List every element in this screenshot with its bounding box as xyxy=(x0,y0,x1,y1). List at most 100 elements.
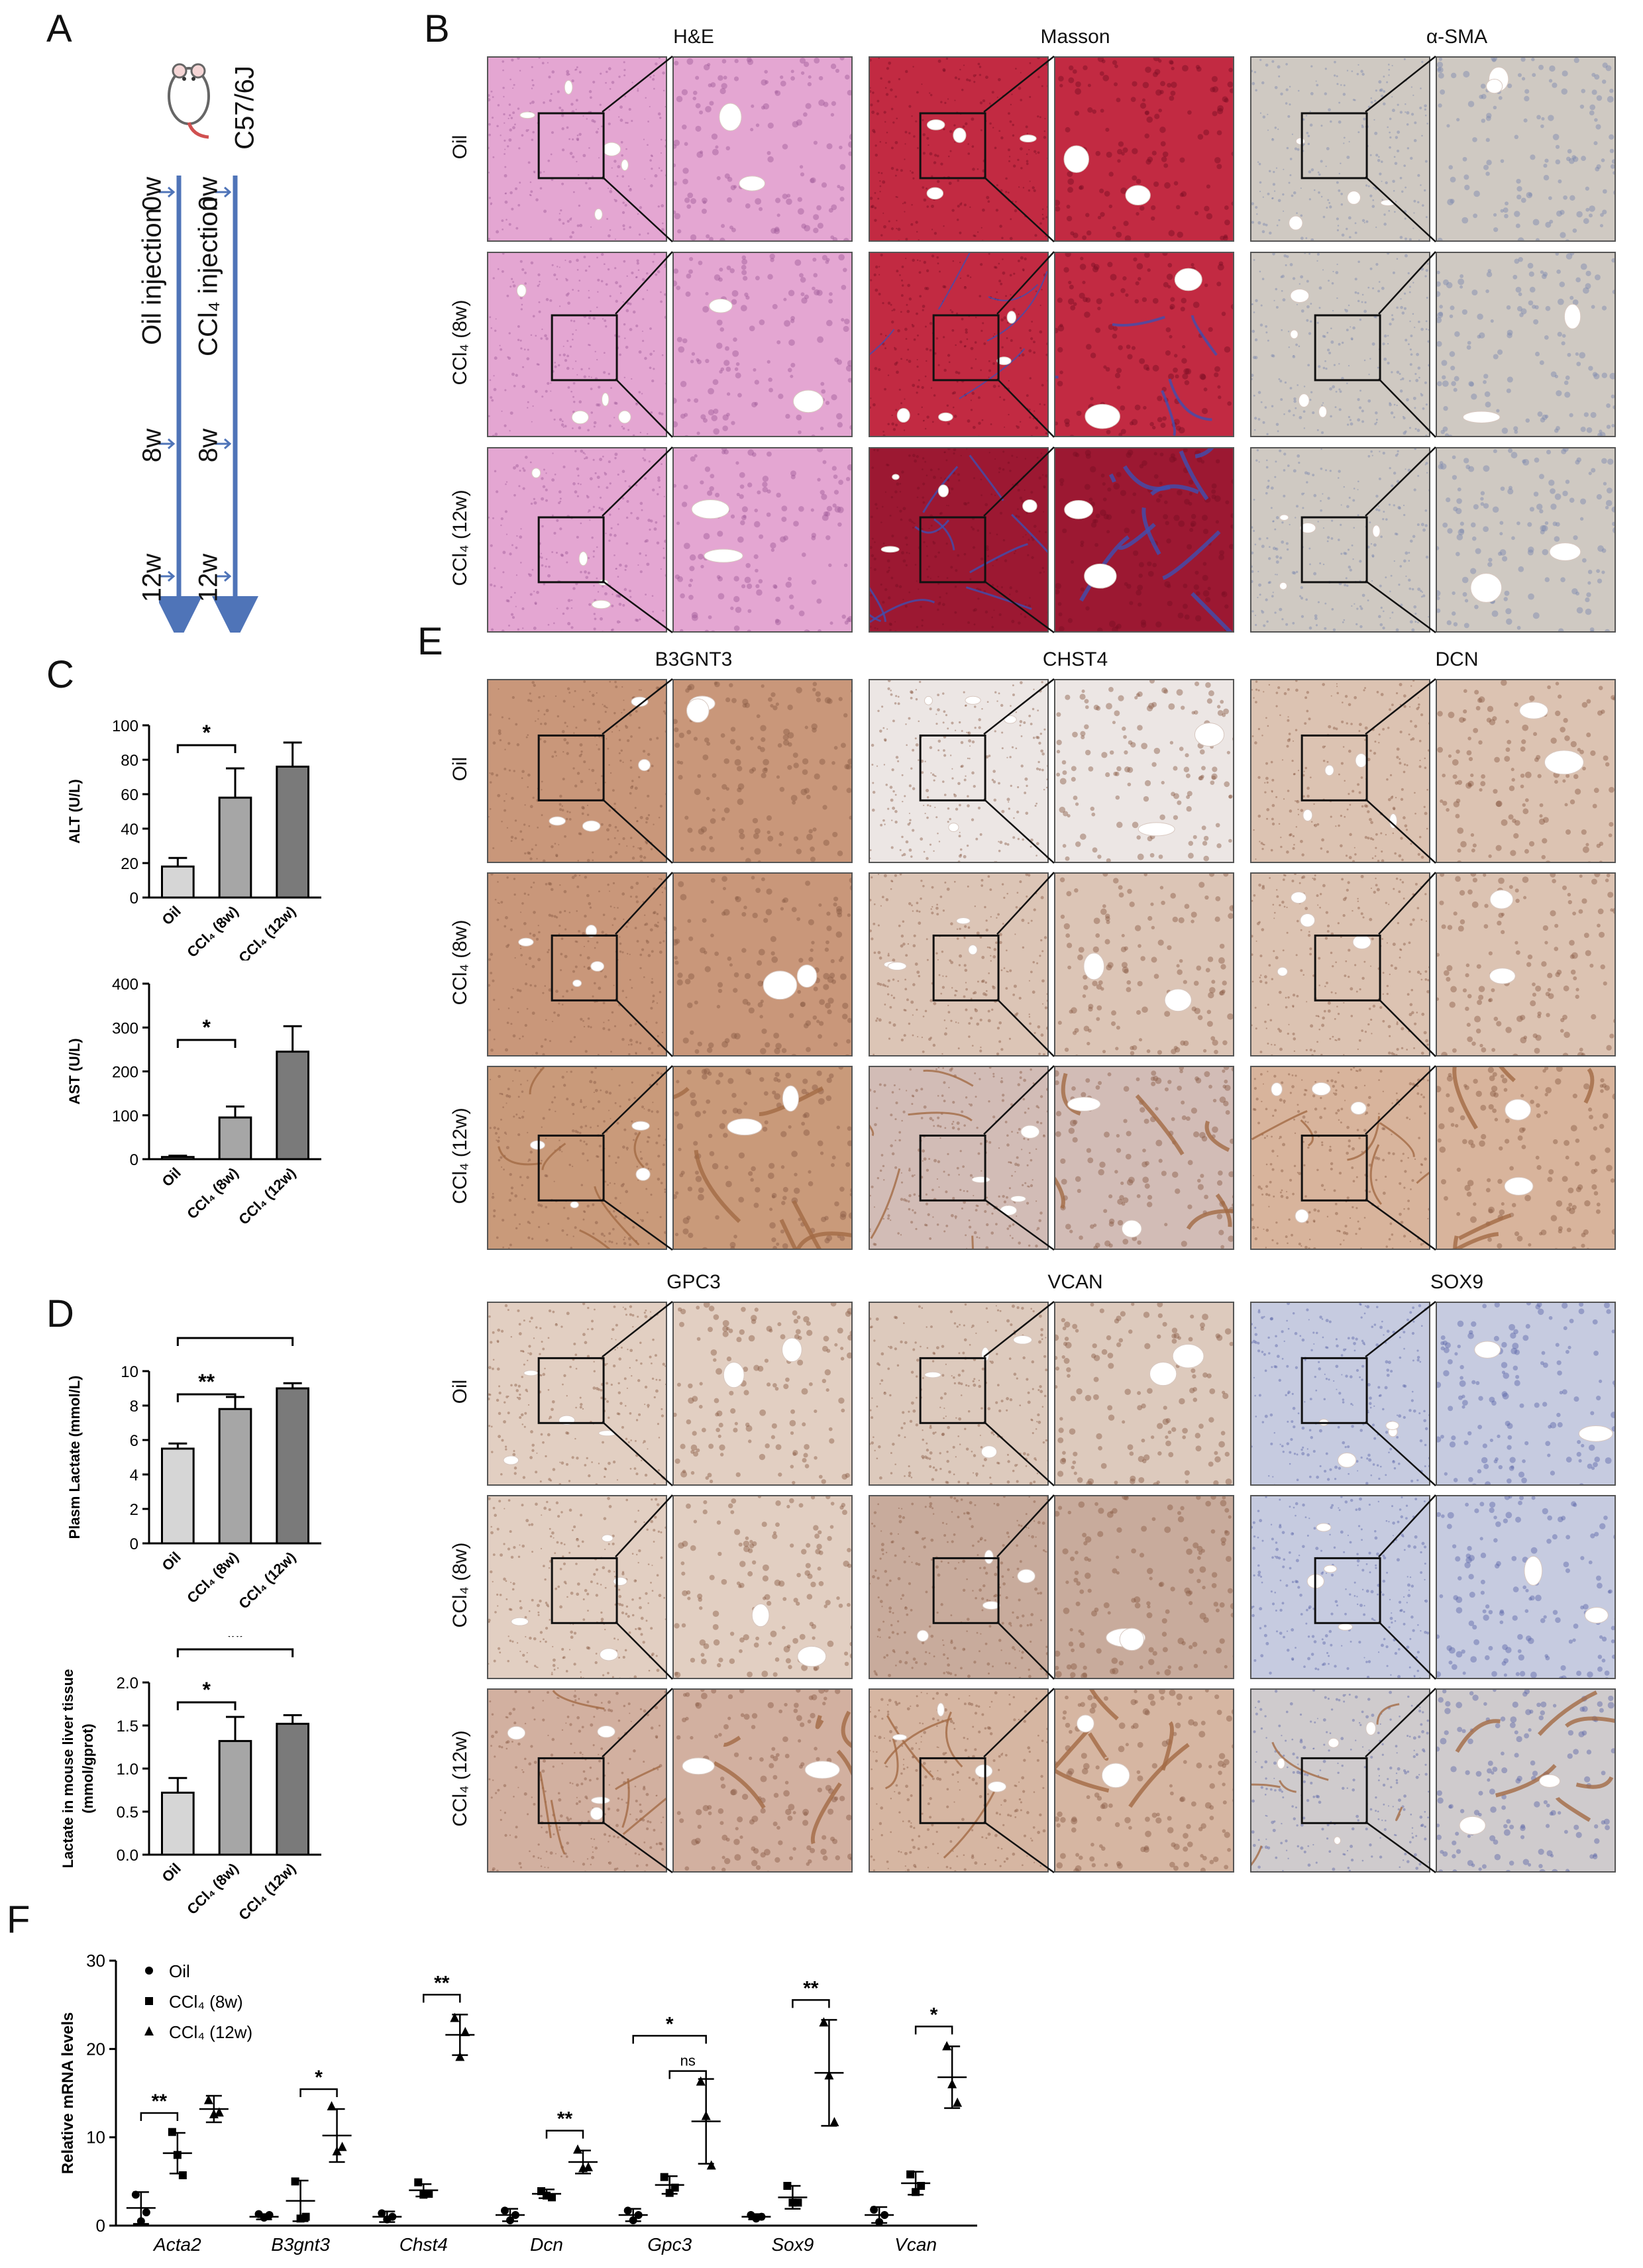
overview-tile xyxy=(1250,1688,1430,1873)
significance-bracket xyxy=(176,1039,237,1048)
y-tick-label: 0 xyxy=(130,890,138,907)
zoom-tile xyxy=(1436,447,1616,633)
bar xyxy=(161,1156,195,1160)
tissue-image xyxy=(1251,1067,1429,1249)
x-tick-label: CCl₄ (12w) xyxy=(235,1549,299,1610)
overview-tile xyxy=(869,679,1049,863)
zoom-connector xyxy=(602,1688,673,1874)
y-tick-label: 1.0 xyxy=(117,1761,138,1778)
zoom-box xyxy=(551,1557,618,1624)
marker-circle xyxy=(511,2211,519,2219)
marker-triangle xyxy=(829,2117,839,2126)
legend-label: CCl₄ (12w) xyxy=(169,2022,252,2042)
zoom-connector xyxy=(1365,1301,1436,1486)
significance-label: *** xyxy=(223,1331,248,1337)
zoom-box xyxy=(1300,1757,1368,1824)
zoom-tile xyxy=(1054,447,1234,633)
x-tick-label: Oil xyxy=(158,1549,184,1574)
overview-tile xyxy=(487,1302,667,1486)
x-tick-label: Oil xyxy=(158,1164,184,1190)
overview-tile xyxy=(869,1688,1049,1873)
timeline-arrows xyxy=(159,176,258,633)
zoom-connector xyxy=(615,1494,673,1680)
panel-label-c: C xyxy=(46,653,74,696)
panel-label-f: F xyxy=(7,1898,30,1941)
marker-circle xyxy=(501,2206,509,2215)
marker-circle xyxy=(142,2208,150,2216)
tissue-image xyxy=(674,874,851,1055)
overview-tile xyxy=(1250,1302,1430,1486)
significance-bracket xyxy=(545,2130,584,2139)
significance-label: ns xyxy=(680,2053,696,2069)
zoom-tile xyxy=(672,872,853,1057)
zoom-box xyxy=(919,112,986,180)
zoom-connector xyxy=(1365,678,1436,864)
tissue-image xyxy=(488,253,666,436)
y-tick-label: 0.5 xyxy=(117,1804,138,1822)
marker-triangle xyxy=(332,2146,342,2155)
overview-tile xyxy=(1250,679,1430,863)
zoom-box xyxy=(919,1757,986,1824)
marker-square xyxy=(906,2170,915,2179)
y-tick-label: 10 xyxy=(121,1363,138,1381)
tissue-image xyxy=(1055,1496,1233,1678)
tissue-image xyxy=(1251,680,1429,862)
marker-triangle xyxy=(947,2079,957,2088)
y-tick-label: 200 xyxy=(112,1064,138,1082)
tissue-image xyxy=(870,448,1047,631)
y-tick-label: 10 xyxy=(86,2128,105,2147)
zoom-tile xyxy=(1054,872,1234,1057)
y-tick-label: 0 xyxy=(96,2216,105,2236)
tissue-image xyxy=(488,680,666,862)
tissue-image xyxy=(488,874,666,1055)
marker-square xyxy=(794,2198,802,2207)
zoom-tile xyxy=(672,56,853,242)
marker-triangle xyxy=(455,2051,465,2061)
zoom-tile xyxy=(1436,1495,1616,1679)
mouse-strain-label: C57/6J xyxy=(230,66,260,150)
row-label-1: CCl₄ (8w) xyxy=(449,299,471,386)
y-tick-label: 300 xyxy=(112,1019,138,1037)
zoom-box xyxy=(537,516,605,584)
zoom-tile xyxy=(1054,679,1234,863)
y-tick-label: 0.0 xyxy=(117,1847,138,1865)
marker-circle xyxy=(623,2206,632,2215)
tissue-image xyxy=(870,1067,1047,1249)
marker-circle xyxy=(880,2211,889,2219)
row-label-1: CCl₄ (8w) xyxy=(449,1542,471,1628)
y-tick-label: 40 xyxy=(121,821,138,839)
tissue-image xyxy=(1251,874,1429,1055)
x-tick-label: CCl₄ (8w) xyxy=(184,1549,241,1606)
tissue-image xyxy=(1437,874,1615,1055)
tissue-image xyxy=(1437,1303,1615,1484)
tissue-image xyxy=(488,58,666,240)
y-axis-label: ALT (U/L) xyxy=(66,779,83,843)
marker-triangle xyxy=(824,2070,834,2080)
zoom-box xyxy=(932,1557,1000,1624)
tissue-image xyxy=(870,874,1047,1055)
marker-triangle xyxy=(327,2101,337,2110)
marker-square xyxy=(168,2128,176,2136)
bar xyxy=(218,1408,252,1545)
zoom-tile xyxy=(672,1302,853,1486)
zoom-box xyxy=(919,516,986,584)
timeline-right-label: CCl₄ injection xyxy=(193,197,223,356)
x-tick-label: Chst4 xyxy=(399,2234,448,2255)
marker-square xyxy=(291,2177,299,2186)
marker-square xyxy=(783,2182,792,2190)
marker-circle xyxy=(875,2218,884,2226)
tissue-image xyxy=(1055,1067,1233,1249)
chart-mrna-levels: 0 10 20 30 Relative mRNA levels Acta2 B3gnt3 Ch… xyxy=(59,1951,977,2255)
marker-triangle xyxy=(214,2107,224,2117)
tissue-image xyxy=(1251,1496,1429,1678)
zoom-connector xyxy=(996,872,1055,1057)
zoom-connector xyxy=(1365,56,1436,242)
zoom-tile xyxy=(672,1066,853,1250)
tissue-image xyxy=(1437,1690,1615,1871)
x-tick-label: Gpc3 xyxy=(647,2234,692,2255)
significance-bracket xyxy=(423,1994,461,2003)
bar xyxy=(276,765,310,899)
overview-tile xyxy=(1250,872,1430,1057)
bar xyxy=(276,1722,310,1856)
